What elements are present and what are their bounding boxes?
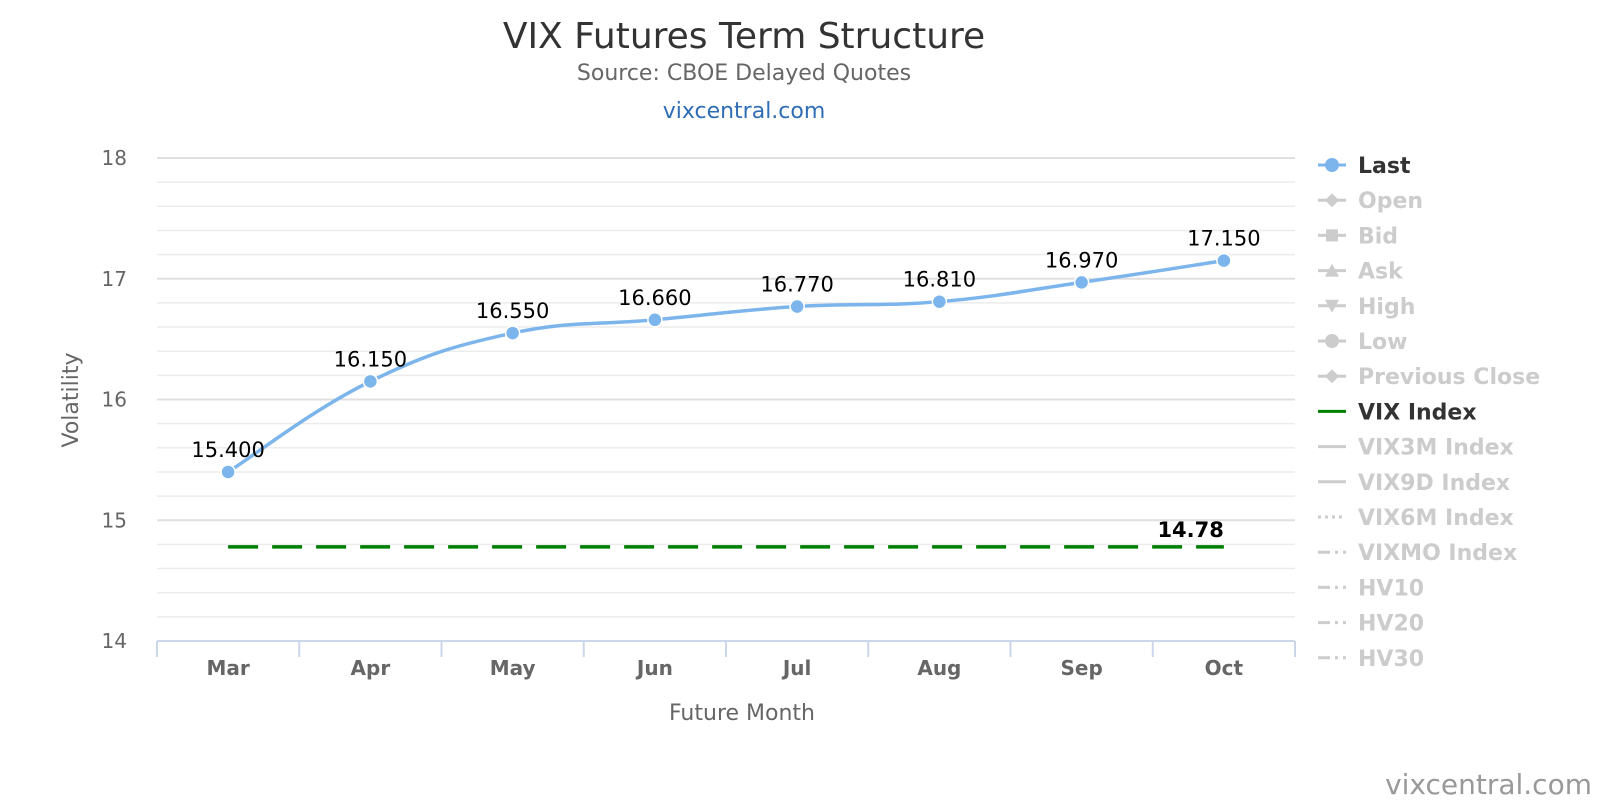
last-data-label-jun: 16.660 — [618, 286, 691, 310]
legend-label: HV20 — [1358, 612, 1424, 637]
x-tick-label: May — [490, 656, 536, 680]
x-tick-label: Apr — [351, 656, 391, 680]
x-tick-label: Sep — [1060, 656, 1102, 680]
legend-label: VIX3M Index — [1358, 436, 1514, 461]
y-axis: 14 15 16 17 18 — [102, 146, 127, 653]
legend-label: Ask — [1358, 260, 1404, 285]
x-axis: Mar Apr May Jun Jul Aug Sep Oct — [156, 640, 1296, 680]
legend-marker-square — [1326, 229, 1338, 242]
legend-label: HV10 — [1358, 576, 1424, 601]
legend-item-hv30[interactable]: HV30 — [1318, 647, 1424, 672]
y-tick-label: 18 — [102, 146, 127, 170]
series-vix-index[interactable]: 14.78 — [228, 518, 1224, 549]
legend-item-vix6m-index[interactable]: VIX6M Index — [1318, 506, 1514, 531]
last-point-mar[interactable] — [220, 464, 236, 480]
last-data-label-mar: 15.400 — [191, 438, 264, 462]
legend-label: Open — [1358, 189, 1423, 214]
y-tick-label: 15 — [102, 508, 127, 532]
legend-item-open[interactable]: Open — [1318, 189, 1423, 214]
legend-label: VIX9D Index — [1358, 471, 1510, 496]
chart-title: VIX Futures Term Structure — [503, 16, 985, 57]
legend-label: VIXMO Index — [1358, 541, 1517, 566]
legend-item-low[interactable]: Low — [1318, 330, 1407, 355]
legend-item-last[interactable]: Last — [1318, 154, 1411, 179]
legend-label: Previous Close — [1358, 365, 1540, 390]
last-data-label-apr: 16.150 — [334, 347, 407, 371]
legend-label: VIX Index — [1358, 400, 1477, 425]
grid-lines — [157, 157, 1295, 642]
last-data-label-sep: 16.970 — [1045, 248, 1118, 272]
last-point-jun[interactable] — [647, 312, 663, 328]
legend-label: Bid — [1358, 224, 1398, 249]
last-data-label-oct: 17.150 — [1187, 227, 1260, 251]
legend-item-bid[interactable]: Bid — [1318, 224, 1398, 249]
x-tick-label: Oct — [1205, 656, 1244, 680]
legend-marker-diamond — [1325, 193, 1339, 208]
y-axis-title: Volatility — [59, 352, 84, 447]
legend-marker-triangle-down — [1325, 299, 1339, 313]
x-tick-label: Jul — [781, 656, 812, 680]
legend-item-vix-index[interactable]: VIX Index — [1318, 400, 1477, 425]
legend-item-vix3m-index[interactable]: VIX3M Index — [1318, 436, 1514, 461]
last-point-jul[interactable] — [789, 298, 805, 315]
legend-label: Last — [1358, 154, 1411, 179]
last-point-aug[interactable] — [931, 293, 948, 310]
y-tick-label: 16 — [102, 388, 127, 412]
last-point-apr[interactable] — [362, 373, 379, 390]
source-link[interactable]: vixcentral.com — [663, 99, 826, 124]
series-last[interactable]: 15.400 16.150 16.550 16.660 16.770 16.810 16.9… — [191, 227, 1261, 480]
legend-item-previous-close[interactable]: Previous Close — [1318, 365, 1540, 390]
y-tick-label: 17 — [102, 267, 127, 291]
legend-label: HV30 — [1358, 647, 1424, 672]
legend-item-ask[interactable]: Ask — [1318, 260, 1404, 285]
legend-marker-circle — [1325, 158, 1339, 172]
last-point-may[interactable] — [504, 325, 521, 341]
chart-subtitle: Source: CBOE Delayed Quotes — [577, 61, 911, 86]
legend-marker-triangle — [1325, 263, 1339, 277]
vix-index-value-label: 14.78 — [1157, 518, 1223, 542]
last-data-label-may: 16.550 — [476, 299, 549, 323]
x-tick-label: Mar — [206, 656, 249, 680]
legend-marker-diamond — [1325, 369, 1339, 384]
x-tick-label: Jun — [635, 656, 673, 680]
last-data-label-aug: 16.810 — [903, 268, 976, 292]
legend-label: Low — [1358, 330, 1407, 355]
last-point-sep[interactable] — [1073, 274, 1090, 291]
legend-label: High — [1358, 295, 1415, 320]
legend-item-vixmo-index[interactable]: VIXMO Index — [1318, 541, 1517, 566]
legend-item-vix9d-index[interactable]: VIX9D Index — [1318, 471, 1510, 496]
x-axis-title: Future Month — [669, 701, 815, 726]
y-tick-label: 14 — [102, 629, 127, 653]
legend-marker-circle — [1325, 334, 1339, 348]
legend-item-hv10[interactable]: HV10 — [1318, 576, 1424, 601]
last-data-label-jul: 16.770 — [760, 273, 833, 297]
legend-item-hv20[interactable]: HV20 — [1318, 612, 1424, 637]
last-point-oct[interactable] — [1216, 252, 1232, 269]
legend-item-high[interactable]: High — [1318, 295, 1415, 320]
legend-label: VIX6M Index — [1358, 506, 1514, 531]
chart-credit[interactable]: vixcentral.com — [1385, 768, 1592, 800]
x-tick-label: Aug — [917, 656, 961, 680]
legend: Last Open Bid Ask High Low Previous Close VIX I… — [1318, 154, 1540, 672]
